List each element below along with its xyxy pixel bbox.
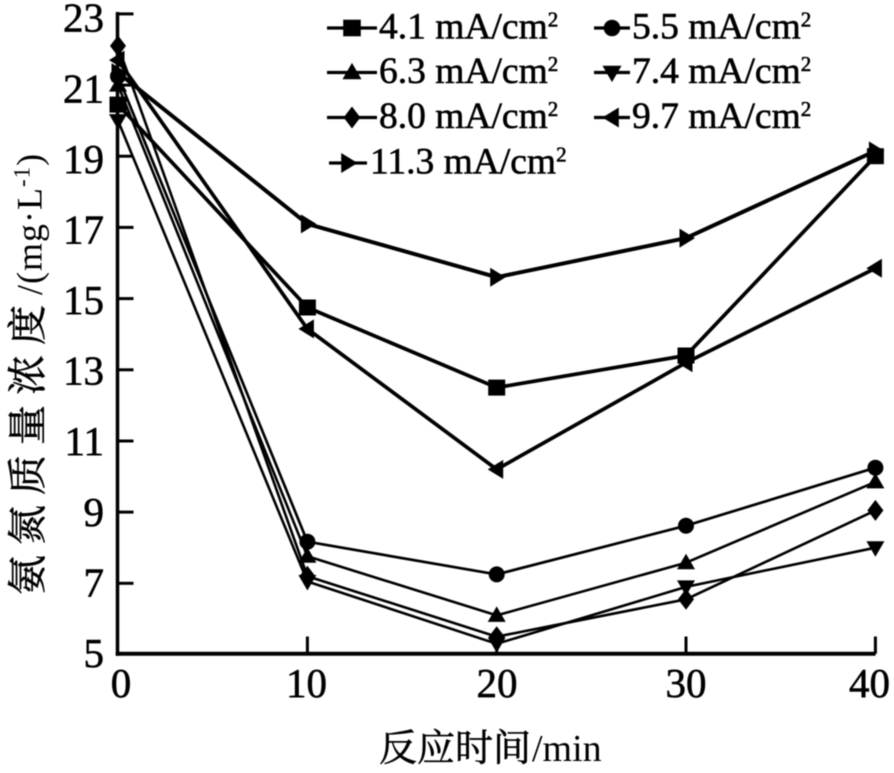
svg-text:5.5 mA/cm2: 5.5 mA/cm2 bbox=[632, 7, 811, 48]
svg-text:11: 11 bbox=[65, 418, 104, 464]
svg-text:40: 40 bbox=[849, 660, 890, 706]
svg-text:5: 5 bbox=[84, 630, 105, 676]
svg-text:9.7 mA/cm2: 9.7 mA/cm2 bbox=[632, 96, 811, 137]
svg-text:/min: /min bbox=[532, 728, 602, 768]
svg-text:9: 9 bbox=[84, 489, 105, 535]
svg-text:19: 19 bbox=[63, 136, 104, 182]
svg-text:17: 17 bbox=[63, 207, 104, 253]
svg-text:15: 15 bbox=[63, 277, 104, 323]
svg-text:30: 30 bbox=[666, 660, 707, 706]
svg-text:21: 21 bbox=[63, 65, 104, 111]
svg-text:0: 0 bbox=[111, 660, 132, 706]
svg-text:11.3 mA/cm2: 11.3 mA/cm2 bbox=[370, 142, 567, 183]
svg-text:13: 13 bbox=[63, 348, 104, 394]
svg-text:20: 20 bbox=[477, 660, 518, 706]
svg-text:23: 23 bbox=[63, 0, 104, 41]
svg-text:4.1 mA/cm2: 4.1 mA/cm2 bbox=[379, 7, 558, 48]
svg-text:7: 7 bbox=[84, 559, 105, 605]
svg-text:6.3 mA/cm2: 6.3 mA/cm2 bbox=[379, 51, 558, 92]
svg-text:8.0 mA/cm2: 8.0 mA/cm2 bbox=[379, 96, 558, 137]
svg-text:10: 10 bbox=[286, 660, 327, 706]
svg-text:7.4 mA/cm2: 7.4 mA/cm2 bbox=[632, 51, 811, 92]
